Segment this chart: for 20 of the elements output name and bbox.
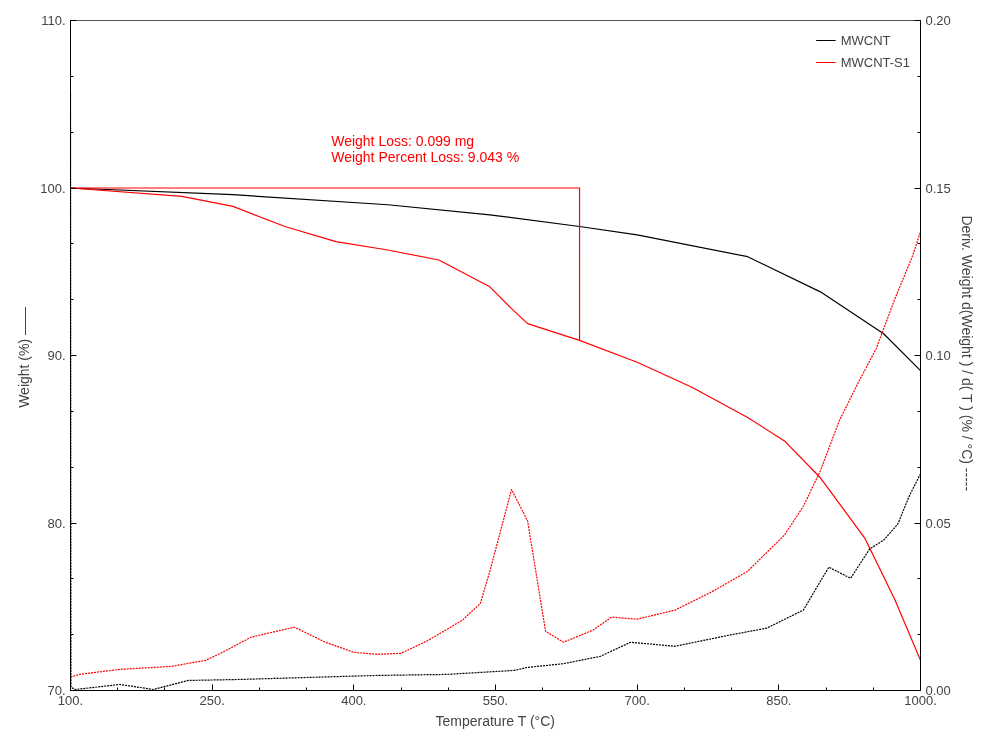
- annotation: Weight Loss: 0.099 mg: [331, 133, 475, 150]
- x-axis-title: Temperature T (°C): [435, 712, 555, 729]
- legend-label: MWCNT-S1: [840, 54, 910, 70]
- y2-tick-label: 0.05: [925, 515, 951, 531]
- y2-tick-label: 0.10: [925, 348, 951, 363]
- y-tick-label: 110.: [41, 13, 66, 28]
- y-tick-label: 80.: [47, 515, 66, 531]
- x-tick-label: 700.: [624, 692, 650, 708]
- x-tick-label: 250.: [199, 692, 225, 708]
- annotation: Weight Percent Loss: 9.043 %: [331, 149, 520, 166]
- legend-label: MWCNT: [840, 32, 891, 48]
- x-tick-label: 550.: [482, 692, 509, 708]
- y2-tick-label: 0.15: [925, 180, 951, 196]
- y-axis-title: Weight (%) ——: [16, 307, 33, 408]
- x-tick-label: 850.: [766, 692, 792, 708]
- x-tick-label: 400.: [341, 692, 367, 708]
- y2-tick-label: 0.20: [925, 13, 951, 28]
- y2-axis-title: Deriv. Weight d(Weight ) / d( T ) (% / °C) -----: [958, 215, 975, 492]
- y-tick-label: 90.: [47, 348, 66, 363]
- y-tick-label: 100.: [40, 180, 66, 196]
